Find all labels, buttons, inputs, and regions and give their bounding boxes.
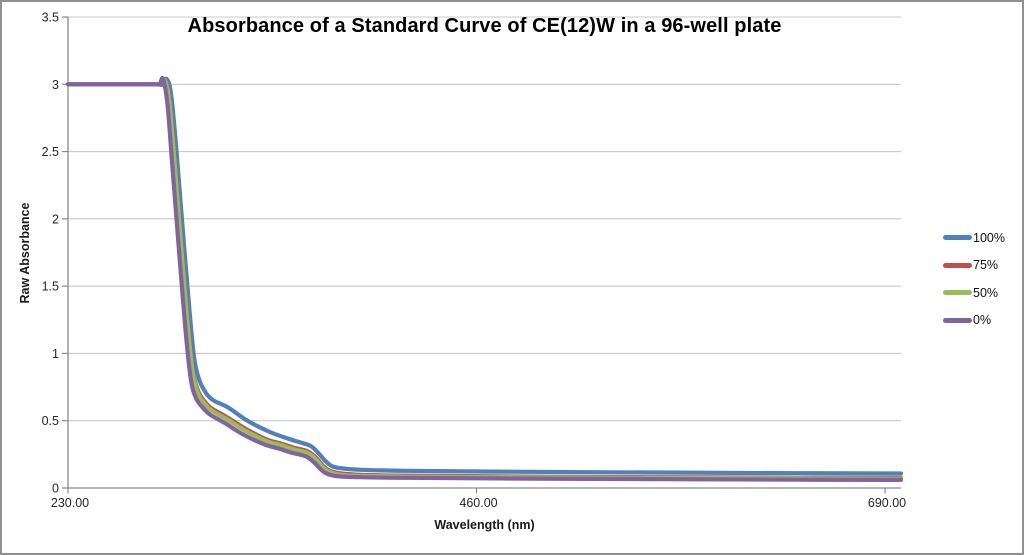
legend-label: 100% <box>973 230 1005 245</box>
y-tick-label: 0.5 <box>42 414 59 428</box>
x-tick-label: 230.00 <box>51 496 89 510</box>
y-tick-label: 1.5 <box>42 280 59 294</box>
y-axis-title: Raw Absorbance <box>18 202 32 304</box>
x-axis-title: Wavelength (nm) <box>434 518 535 532</box>
legend-swatch-100% <box>943 235 972 240</box>
legend-item-100%: 100% <box>943 229 1005 246</box>
y-tick-label: 2.5 <box>42 145 59 159</box>
y-tick-label: 3.5 <box>42 11 59 25</box>
series-line-75% <box>65 77 904 481</box>
legend-swatch-50% <box>943 290 972 295</box>
legend-label: 50% <box>973 285 999 300</box>
series-line-0% <box>65 76 904 482</box>
legend-swatch-75% <box>943 262 972 268</box>
legend-swatch-0% <box>943 317 972 323</box>
y-tick-label: 1 <box>52 347 59 361</box>
legend: 100% 75% 50% 0% <box>943 229 1005 339</box>
legend-item-50%: 50% <box>943 284 1005 301</box>
series-line-50% <box>65 77 904 481</box>
x-tick-label: 460.00 <box>459 496 497 510</box>
legend-label: 75% <box>973 258 999 272</box>
chart-title: Absorbance of a Standard Curve of CE(12)… <box>187 15 782 37</box>
x-tick-label: 690.00 <box>868 496 906 510</box>
series-line-100% <box>65 76 904 476</box>
y-tick-label: 2 <box>52 212 59 226</box>
legend-item-0%: 0% <box>943 312 1005 329</box>
y-tick-label: 3 <box>52 78 59 92</box>
legend-item-75%: 75% <box>943 257 1005 274</box>
y-tick-label: 0 <box>52 482 59 496</box>
legend-label: 0% <box>973 313 992 327</box>
